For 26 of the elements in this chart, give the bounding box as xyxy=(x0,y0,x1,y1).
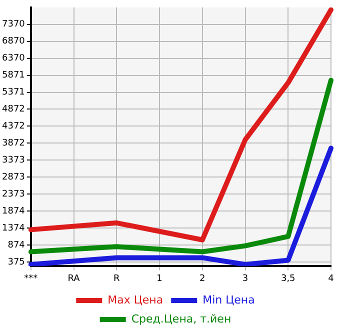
y-tick-label: 874 xyxy=(8,240,26,250)
y-tick-label: 3872 xyxy=(2,138,25,149)
y-tick-label: 5371 xyxy=(2,88,25,98)
y-tick-label: 2373 xyxy=(2,189,25,200)
y-tick-label: 2873 xyxy=(2,172,25,182)
y-tick-label: 375 xyxy=(8,257,25,268)
x-tick-label: R xyxy=(114,274,120,284)
y-tick-label: 1874 xyxy=(2,206,26,216)
x-tick-label: 3 xyxy=(242,274,248,284)
y-tick-label: 4872 xyxy=(2,104,25,115)
y-tick-label: 5871 xyxy=(2,70,25,81)
x-tick-label: 4 xyxy=(328,274,334,284)
x-tick-label: 1 xyxy=(156,274,162,284)
x-tick-label: RA xyxy=(68,274,81,284)
y-tick-label: 6870 xyxy=(2,36,26,47)
x-tick-label: 3,5 xyxy=(280,274,296,284)
legend-label: Min Цена xyxy=(202,293,255,306)
y-tick-label: 7370 xyxy=(2,20,26,30)
y-tick-label: 4372 xyxy=(2,122,25,132)
y-tick-label: 1374 xyxy=(2,223,26,234)
x-tick-label: *** xyxy=(24,274,38,284)
x-tick-label: 2 xyxy=(200,274,206,284)
legend-label: Max Цена xyxy=(108,293,164,306)
y-tick-label: 6370 xyxy=(2,54,26,64)
y-tick-label: 3373 xyxy=(2,155,25,166)
legend-label: Сред.Цена, т.йен xyxy=(131,312,232,326)
